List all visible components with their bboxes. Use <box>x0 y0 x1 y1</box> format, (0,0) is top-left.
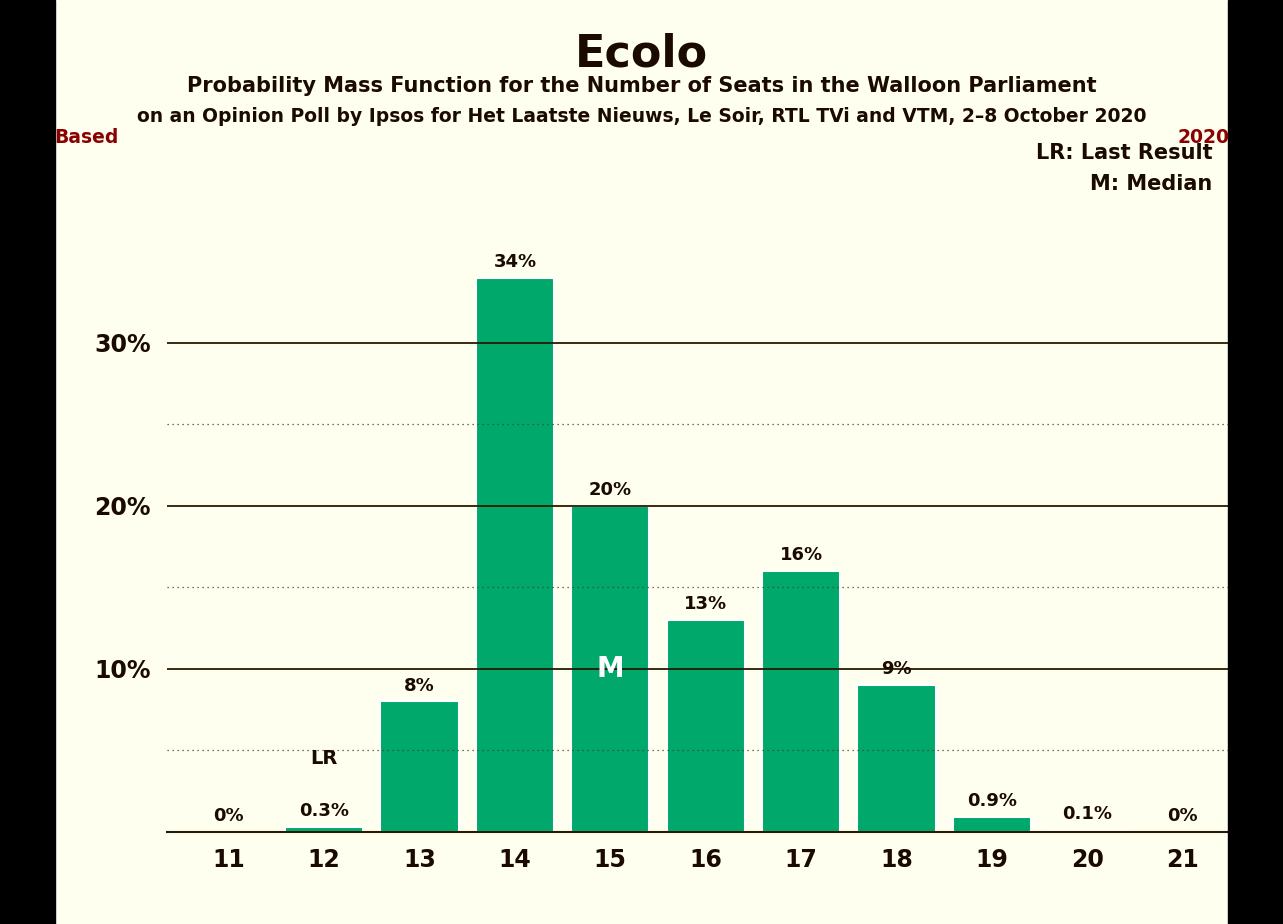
Text: LR: LR <box>310 748 337 768</box>
Bar <box>285 827 363 832</box>
Text: 0.3%: 0.3% <box>299 802 349 821</box>
Text: 0.9%: 0.9% <box>967 793 1016 810</box>
Text: M: Median: M: Median <box>1091 174 1212 194</box>
Bar <box>953 817 1030 832</box>
Text: 20%: 20% <box>589 481 631 499</box>
Text: 34%: 34% <box>494 253 536 271</box>
Text: 0.1%: 0.1% <box>1062 806 1112 823</box>
Bar <box>667 620 744 832</box>
Text: Ecolo: Ecolo <box>575 32 708 76</box>
Bar <box>857 685 935 832</box>
Text: 13%: 13% <box>684 595 727 614</box>
Text: Probability Mass Function for the Number of Seats in the Walloon Parliament: Probability Mass Function for the Number… <box>187 76 1096 96</box>
Bar <box>1048 830 1126 832</box>
Text: 8%: 8% <box>404 676 435 695</box>
Text: 2020: 2020 <box>1177 128 1229 147</box>
Bar <box>381 701 458 832</box>
Text: M: M <box>597 655 624 683</box>
Text: on an Opinion Poll by Ipsos for Het Laatste Nieuws, Le Soir, RTL TVi and VTM, 2–: on an Opinion Poll by Ipsos for Het Laat… <box>137 107 1146 127</box>
Bar <box>476 278 554 832</box>
Bar <box>571 505 649 832</box>
Text: LR: Last Result: LR: Last Result <box>1035 143 1212 164</box>
Text: © 2020 Filip van Laenen: © 2020 Filip van Laenen <box>1269 352 1279 480</box>
Bar <box>762 571 840 832</box>
Text: 0%: 0% <box>1168 807 1198 825</box>
Text: 9%: 9% <box>881 661 912 678</box>
Text: 16%: 16% <box>780 546 822 565</box>
Text: Based: Based <box>54 128 118 147</box>
Text: 0%: 0% <box>213 807 244 825</box>
